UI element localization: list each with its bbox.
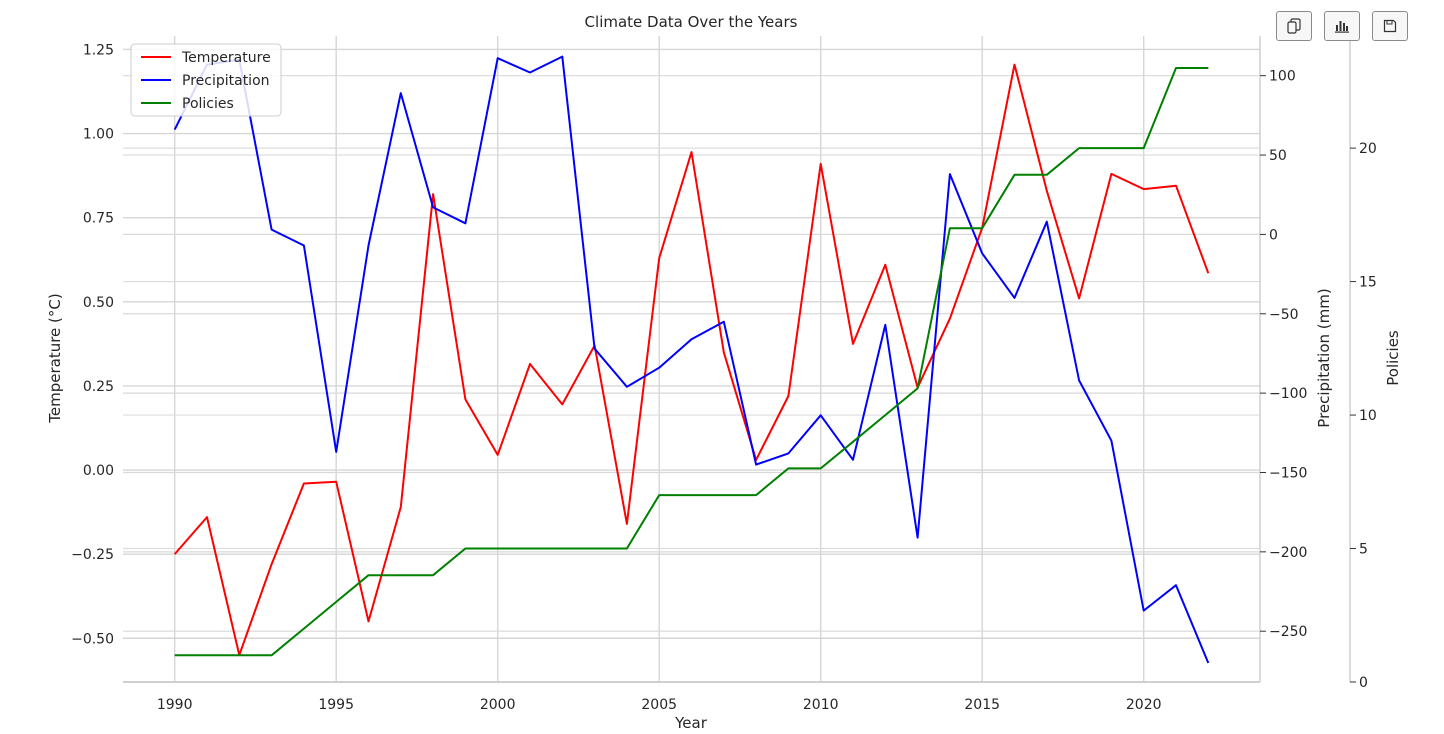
y-tick-label: 0.25: [83, 379, 114, 395]
save-button[interactable]: [1372, 11, 1408, 41]
y-tick-label: 1.00: [83, 127, 114, 143]
y2-tick-label: −50: [1269, 307, 1299, 323]
y2-tick-label: 0: [1269, 227, 1278, 243]
y3-tick-label: 5: [1359, 542, 1368, 558]
y2-axis-label: Precipitation (mm): [1315, 288, 1333, 427]
y3-tick-label: 0: [1359, 675, 1368, 691]
x-tick-label: 1995: [318, 697, 354, 713]
copy-icon: [1287, 18, 1301, 34]
x-tick-label: 2015: [964, 697, 1000, 713]
y2-tick-label: −200: [1269, 545, 1307, 561]
y3-tick-label: 10: [1359, 408, 1377, 424]
y-axis-label: Temperature (°C): [46, 293, 64, 423]
x-tick-label: 2010: [803, 697, 839, 713]
chart-toolbar: [1276, 11, 1408, 41]
x-tick-label: 2000: [480, 697, 516, 713]
x-tick-label: 2020: [1126, 697, 1162, 713]
y-tick-label: 0.75: [83, 211, 114, 227]
grid: [123, 36, 1260, 683]
y3-tick-label: 15: [1359, 275, 1377, 291]
axes: 1990 1995 2000 2005 2010 2015 2020−0.50−0.250.…: [71, 36, 1377, 713]
legend-entry: Policies: [182, 96, 234, 112]
y3-tick-label: 20: [1359, 141, 1377, 157]
legend-entry: Temperature: [181, 50, 271, 66]
chart-title: Climate Data Over the Years: [585, 13, 798, 31]
y-tick-label: −0.25: [71, 547, 114, 563]
y2-tick-label: −250: [1269, 624, 1307, 640]
y-tick-label: −0.50: [71, 631, 114, 647]
legend: Temperature Precipitation Policies: [130, 43, 282, 117]
series-line-temperature: [173, 63, 1210, 657]
legend-box: [130, 43, 282, 117]
series-line-policies: [174, 67, 1209, 657]
y3-axis-label: Policies: [1384, 330, 1402, 386]
y2-tick-label: 100: [1269, 69, 1296, 85]
y-tick-label: 0.00: [83, 463, 114, 479]
y-tick-label: 0.50: [83, 295, 114, 311]
x-tick-label: 1990: [157, 697, 193, 713]
chart-view-button[interactable]: [1324, 11, 1360, 41]
y-tick-label: 1.25: [83, 42, 114, 58]
copy-button[interactable]: [1276, 11, 1312, 41]
y2-tick-label: 50: [1269, 148, 1287, 164]
series-lines: [173, 55, 1210, 664]
bar-chart-icon: [1335, 21, 1349, 33]
save-icon: [1383, 19, 1397, 33]
x-axis-label: Year: [674, 714, 708, 732]
y2-tick-label: −100: [1269, 386, 1307, 402]
x-tick-label: 2005: [641, 697, 677, 713]
series-line-precipitation: [173, 55, 1210, 664]
legend-entry: Precipitation: [182, 73, 270, 89]
y2-tick-label: −150: [1269, 465, 1307, 481]
